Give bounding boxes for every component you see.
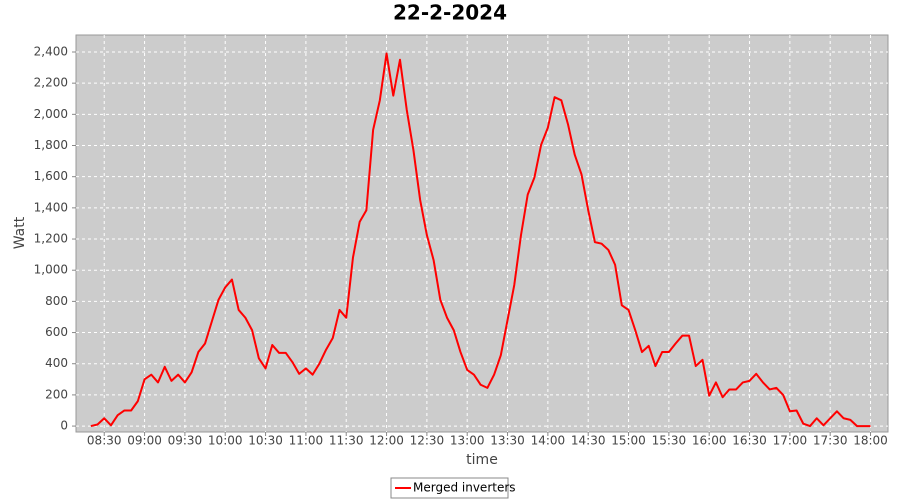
plot-area xyxy=(75,34,889,433)
y-tick-label: 1,600 xyxy=(34,169,68,183)
y-tick-label: 1,800 xyxy=(34,138,68,152)
y-tick-label: 1,200 xyxy=(34,232,68,246)
x-tick-label: 14:00 xyxy=(531,434,566,448)
chart-title: 22-2-2024 xyxy=(393,1,507,25)
y-tick-label: 600 xyxy=(45,325,68,339)
x-tick-label: 15:00 xyxy=(611,434,646,448)
series-line xyxy=(90,52,871,428)
x-tick-label: 12:30 xyxy=(410,434,445,448)
x-axis-label: time xyxy=(466,452,498,468)
y-tick-label: 0 xyxy=(60,419,68,433)
x-tick-label: 09:30 xyxy=(168,434,203,448)
y-axis-label: Watt xyxy=(12,216,28,249)
x-tick-label: 17:00 xyxy=(773,434,808,448)
x-tick-label: 16:00 xyxy=(692,434,727,448)
x-tick-label: 18:00 xyxy=(853,434,888,448)
y-tick-label: 2,000 xyxy=(34,107,68,121)
x-tick-label: 09:00 xyxy=(127,434,162,448)
y-tick-label: 200 xyxy=(45,387,68,401)
x-tick-label: 12:00 xyxy=(369,434,404,448)
x-tick-label: 14:30 xyxy=(571,434,606,448)
x-tick-label: 10:30 xyxy=(248,434,283,448)
x-tick-label: 13:00 xyxy=(450,434,485,448)
grid xyxy=(76,35,888,432)
x-tick-label: 15:30 xyxy=(652,434,687,448)
y-tick-label: 400 xyxy=(45,356,68,370)
y-tick-label: 1,000 xyxy=(34,263,68,277)
x-tick-label: 11:30 xyxy=(329,434,364,448)
x-tick-label: 17:30 xyxy=(813,434,848,448)
legend-label: Merged inverters xyxy=(413,481,516,495)
legend xyxy=(390,477,509,499)
y-tick-label: 2,400 xyxy=(34,44,68,58)
x-tick-label: 08:30 xyxy=(87,434,122,448)
x-tick-label: 10:00 xyxy=(208,434,243,448)
y-tick-label: 800 xyxy=(45,294,68,308)
x-tick-label: 13:30 xyxy=(490,434,525,448)
y-tick-label: 2,200 xyxy=(34,76,68,90)
marks xyxy=(90,52,871,428)
x-tick-label: 16:30 xyxy=(732,434,767,448)
x-tick-label: 11:00 xyxy=(289,434,324,448)
y-tick-label: 1,400 xyxy=(34,200,68,214)
